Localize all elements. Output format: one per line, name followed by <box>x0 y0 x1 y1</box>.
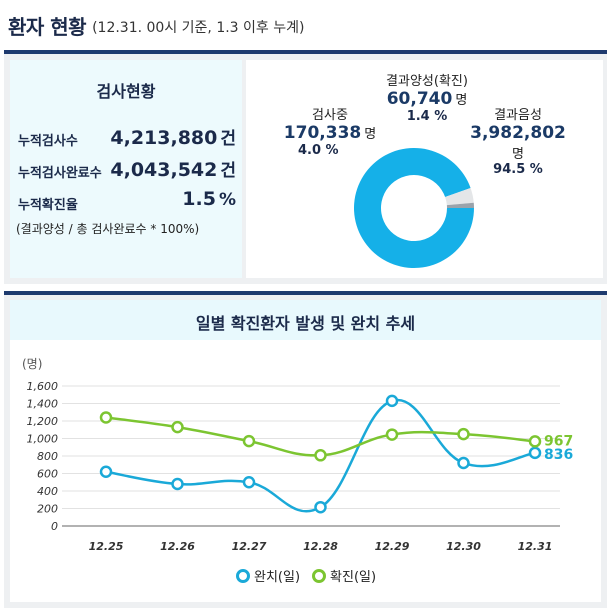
donut-negative-pct: 94.5 % <box>493 162 543 177</box>
donut-positive-name: 결과양성(확진) <box>386 74 468 89</box>
stat-value: 4,043,542 건 <box>110 159 236 181</box>
stat-value: 1.5% <box>182 188 236 210</box>
stat-row-positive-rate: 누적확진율 1.5% <box>18 188 236 214</box>
donut-slice-testing <box>445 188 474 206</box>
data-point <box>171 477 184 491</box>
x-tick-label: 12.27 <box>232 540 267 553</box>
donut-negative-unit: 명 <box>512 147 524 162</box>
page-title: 환자 현황 <box>8 14 87 39</box>
x-tick-label: 12.26 <box>160 540 195 553</box>
chart-divider <box>4 291 607 295</box>
x-tick-label: 12.31 <box>518 540 553 553</box>
legend-label-recovered: 완치(일) <box>254 570 301 585</box>
data-point <box>385 428 399 441</box>
data-point <box>314 500 327 514</box>
data-point <box>457 456 470 470</box>
legend-item-confirmed[interactable]: 확진(일) <box>312 566 376 585</box>
x-tick-label: 12.30 <box>446 540 481 553</box>
test-status-title: 검사현황 <box>96 82 156 101</box>
page-subtitle: (12.31. 00시 기준, 1.3 이후 누계) <box>92 19 305 36</box>
positive-rate-note: (결과양성 / 총 검사완료수 * 100%) <box>16 222 200 236</box>
donut-slice-negative <box>354 148 474 268</box>
test-status-box: 검사현황 누적검사수 4,213,880 건 누적검사완료수 4,043,542 건… <box>10 60 242 278</box>
legend-marker-confirmed <box>312 568 327 583</box>
donut-slice-positive <box>446 202 474 208</box>
legend-item-recovered[interactable]: 완치(일) <box>236 566 300 585</box>
donut-testing-value: 170,338 명 <box>283 123 377 143</box>
donut-testing-pct: 4.0 % <box>298 143 339 158</box>
test-result-donut-box: 결과양성(확진) 60,740 명 1.4 % 검사중 170,338 명 4.0 … <box>246 60 603 278</box>
data-point <box>99 465 113 478</box>
stat-row-total-tests: 누적검사수 4,213,880 건 <box>18 124 236 150</box>
donut-label-testing: 검사중 170,338 명 4.0 % <box>280 104 380 158</box>
chart-legend: 완치(일) 확진(일) <box>236 566 388 585</box>
test-result-donut <box>354 148 474 268</box>
y-tick-label: 0 <box>51 520 58 533</box>
header-divider <box>4 50 607 54</box>
stat-value: 4,213,880 건 <box>110 127 236 149</box>
data-point <box>99 411 113 424</box>
data-point <box>242 476 256 489</box>
data-point <box>528 435 542 448</box>
stat-row-completed-tests: 누적검사완료수 4,043,542 건 <box>18 156 236 182</box>
legend-label-confirmed: 확진(일) <box>330 570 377 585</box>
donut-label-positive: 결과양성(확진) 60,740 명 1.4 % <box>372 70 482 124</box>
y-tick-label: 1,200 <box>27 415 59 428</box>
y-tick-label: 800 <box>37 450 58 463</box>
x-tick-label: 12.25 <box>89 540 124 553</box>
x-tick-label: 12.28 <box>303 540 338 553</box>
donut-positive-pct: 1.4 % <box>406 109 448 124</box>
data-point <box>314 449 327 462</box>
y-tick-label: 1,400 <box>27 398 59 411</box>
y-tick-label: 600 <box>37 468 58 481</box>
stat-label: 누적확진율 <box>18 198 78 213</box>
y-axis-label: (명) <box>22 357 42 371</box>
data-point <box>457 427 470 441</box>
data-point <box>385 394 399 408</box>
data-point <box>528 446 542 460</box>
y-tick-label: 1,600 <box>27 380 59 393</box>
y-tick-label: 1,000 <box>27 433 59 446</box>
page-header: 환자 현황 (12.31. 00시 기준, 1.3 이후 누계) <box>0 0 611 50</box>
y-tick-label: 400 <box>37 485 58 498</box>
donut-positive-value: 60,740 명 <box>386 89 468 109</box>
data-point <box>242 434 256 448</box>
stat-label: 누적검사수 <box>18 134 78 149</box>
end-value-label: 836 <box>544 447 573 463</box>
end-value-label: 967 <box>544 433 573 449</box>
donut-testing-name: 검사중 <box>312 108 348 123</box>
legend-marker-recovered <box>236 568 250 583</box>
chart-title: 일별 확진환자 발생 및 완치 추세 <box>195 314 416 333</box>
donut-negative-name: 결과음성 <box>494 108 542 123</box>
stat-label: 누적검사완료수 <box>18 166 102 181</box>
data-point <box>171 420 184 434</box>
x-tick-label: 12.29 <box>375 540 410 553</box>
donut-label-negative: 결과음성 3,982,802 명 94.5 % <box>468 104 568 177</box>
donut-negative-value: 3,982,802 <box>470 123 566 143</box>
chart-title-bar: 일별 확진환자 발생 및 완치 추세 <box>10 300 601 340</box>
y-tick-label: 200 <box>37 503 58 516</box>
